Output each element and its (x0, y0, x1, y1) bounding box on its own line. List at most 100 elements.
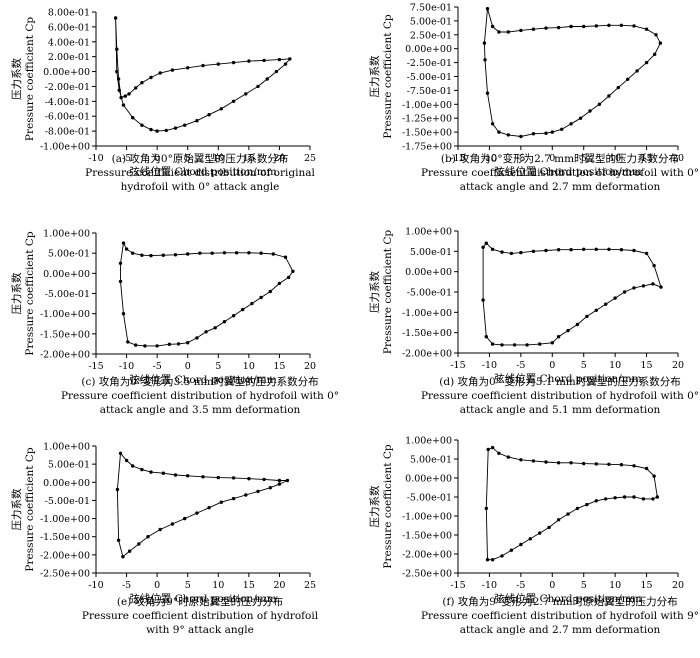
data-point (131, 464, 135, 468)
y-tick-label: -2.00e+00 (40, 350, 90, 361)
caption-line: attack angle and 5.1 mm deformation (460, 404, 661, 416)
data-point (626, 77, 630, 82)
y-tick-label: -1.00e+00 (40, 514, 90, 525)
data-point (644, 60, 649, 65)
x-axis-title: 弦线位置 Chord position/mm (129, 373, 276, 386)
caption-line: (a) 攻角为0°原始翼型的压力系数分布 (112, 152, 289, 165)
y-tick-label: 6.00e-01 (48, 22, 90, 33)
data-point (167, 342, 172, 346)
caption-line: Pressure coefficient distribution of hyd… (82, 610, 319, 622)
data-point (173, 473, 178, 477)
data-point (500, 554, 504, 558)
data-point (560, 127, 564, 131)
x-tick-label: 25 (304, 153, 316, 164)
data-point (256, 489, 260, 494)
y-tick-label: -4.00e-01 (45, 97, 90, 108)
caption-line: (c) 攻角为0°变形为3.5 mm时翼型的压力系数分布 (81, 375, 318, 388)
data-point (195, 119, 199, 123)
data-point (481, 245, 485, 249)
data-point (131, 251, 135, 255)
data-point (234, 251, 239, 255)
x-tick-label: 15 (641, 360, 653, 371)
x-tick-label: -5 (516, 360, 525, 371)
data-point (219, 107, 223, 111)
data-point (250, 301, 254, 306)
y-tick-label: 2.50e-01 (410, 30, 452, 41)
y-axis-title-cn: 压力系数 (10, 58, 23, 100)
chart-d: -15 -10 -5 0 5 10 15 20 1.00e+00 5.00e-01 0.00e+00… (368, 227, 699, 417)
y-tick-label: -2.50e-01 (407, 58, 452, 69)
data-point (241, 307, 245, 312)
data-point (231, 314, 236, 318)
x-tick-label: 15 (243, 153, 255, 164)
data-point (186, 341, 190, 345)
x-tick-label: 10 (609, 360, 621, 371)
data-point (632, 248, 636, 253)
y-tick-label: 7.50e-01 (410, 3, 452, 14)
data-point (569, 248, 573, 252)
x-tick-label: -10 (482, 580, 497, 591)
y-axis-title-en: Pressure coefficient Cp (382, 230, 394, 354)
data-point (149, 253, 153, 258)
chart-f: -15 -10 -5 0 5 10 15 20 1.00e+00 5.00e-01 0.00e+00… (368, 436, 699, 637)
x-tick-label: 20 (273, 153, 285, 164)
data-point (582, 247, 586, 251)
x-tick-label: -5 (153, 361, 162, 372)
data-point (123, 94, 128, 98)
x-tick-label: -15 (450, 153, 465, 164)
data-point (482, 41, 487, 45)
x-tick-label: 20 (672, 153, 684, 164)
data-point (173, 253, 178, 257)
data-point (183, 123, 187, 127)
y-tick-label: 0.00e+00 (43, 269, 90, 280)
data-point (173, 126, 178, 130)
x-tick-label: 10 (243, 361, 255, 372)
x-tick-label: 5 (215, 361, 221, 372)
y-tick-label: 5.00e-01 (48, 460, 90, 471)
data-point (604, 302, 608, 306)
y-tick-label: 2.00e-01 (48, 52, 90, 63)
data-point (268, 486, 272, 490)
data-point (176, 342, 181, 346)
y-tick-label: 5.00e-01 (410, 247, 452, 258)
data-point (512, 343, 517, 347)
data-point (652, 474, 656, 478)
data-point (164, 128, 168, 133)
data-point (121, 103, 126, 107)
x-tick-label: 0 (185, 361, 191, 372)
data-point (619, 463, 624, 467)
x-tick-label: 10 (212, 153, 224, 164)
data-point (285, 478, 290, 483)
data-point (186, 66, 190, 70)
data-point (127, 92, 131, 96)
x-axis-title: 弦线位置 Chord position/mm (129, 592, 276, 605)
x-tick-label: -15 (88, 361, 103, 372)
y-tick-label: -1.00e+00 (402, 308, 452, 319)
data-point (659, 285, 663, 289)
data-point (134, 86, 138, 90)
data-point (283, 62, 288, 66)
data-point (619, 248, 624, 252)
x-tick-label: 10 (212, 580, 224, 591)
x-tick-label: -5 (122, 153, 131, 164)
data-point (262, 477, 266, 482)
caption-line: hydrofoil with 0° attack angle (121, 181, 280, 193)
x-tick-label: -15 (450, 580, 465, 591)
data-point (256, 84, 260, 89)
x-tick-label: -10 (119, 361, 134, 372)
data-point (198, 251, 202, 255)
x-tick-label: 5 (581, 153, 587, 164)
data-point (655, 495, 659, 499)
data-point (582, 24, 586, 29)
data-point (247, 251, 251, 255)
data-point (210, 251, 214, 255)
data-point (124, 247, 129, 251)
data-point (585, 502, 589, 507)
data-point (231, 60, 236, 65)
data-point (183, 516, 187, 521)
data-point (547, 525, 551, 530)
data-point (222, 320, 227, 324)
data-point (216, 475, 220, 480)
x-tick-label: 0 (549, 360, 555, 371)
